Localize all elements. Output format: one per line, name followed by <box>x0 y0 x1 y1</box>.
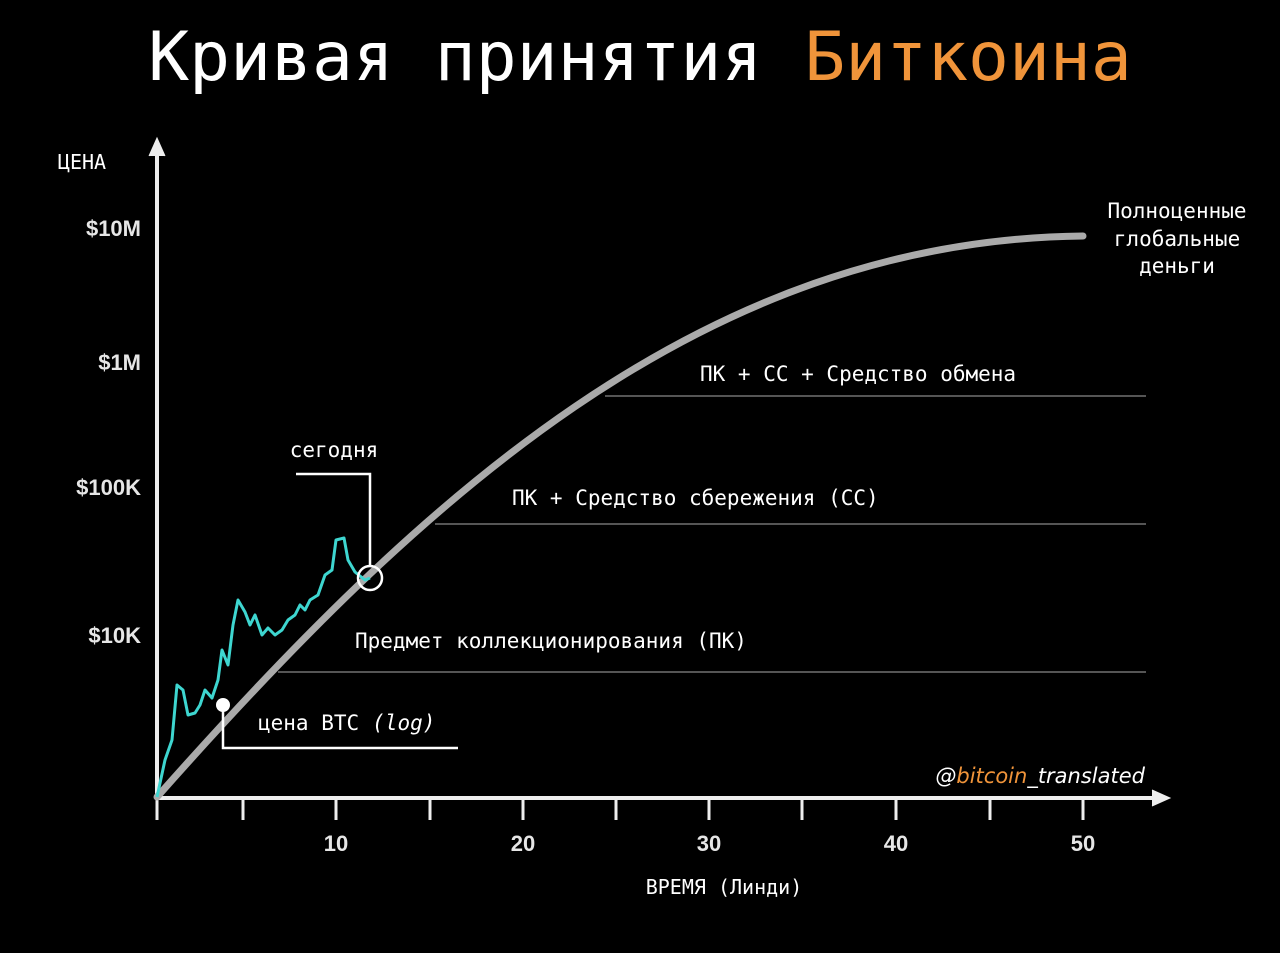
x-arrow <box>1151 789 1172 807</box>
title: Кривая принятия Биткоина <box>148 18 1132 97</box>
watermark-rest: _translated <box>1026 764 1145 789</box>
btc-label: цена BTC (log) <box>258 711 435 735</box>
x-tick-label: 40 <box>884 831 908 856</box>
x-tick-label: 50 <box>1071 831 1095 856</box>
today-label: сегодня <box>290 438 379 462</box>
stage-label: Предмет коллекционирования (ПК) <box>355 629 747 653</box>
btc-leader <box>221 705 458 750</box>
y-arrow <box>148 136 166 157</box>
adoption-curve <box>153 232 1087 801</box>
today-leader <box>296 472 372 566</box>
y-tick-label: $100K <box>76 475 141 500</box>
y-axis-label: ЦЕНА <box>58 150 106 174</box>
stage-label: Полноценные <box>1107 199 1246 223</box>
x-tick-label: 30 <box>697 831 721 856</box>
axes <box>148 136 1172 807</box>
watermark-brand: bitcoin <box>956 764 1027 788</box>
title-main: Кривая принятия <box>148 18 762 97</box>
btc-label-text: цена BTC <box>258 711 359 735</box>
y-tick-label: $10K <box>88 623 141 648</box>
stage-label: деньги <box>1139 254 1215 278</box>
x-tick-marks <box>155 798 1085 820</box>
stage-label: ПК + Средство сбережения (СС) <box>512 486 879 510</box>
x-axis-label: ВРЕМЯ (Линди) <box>646 875 803 899</box>
y-tick-label: $10M <box>86 216 141 241</box>
x-tick-label: 20 <box>511 831 535 856</box>
title-highlight: Биткоина <box>804 18 1132 97</box>
stage-lines <box>278 395 1146 673</box>
y-tick-label: $1M <box>98 350 141 375</box>
btc-label-log: (log) <box>372 711 435 735</box>
watermark: @bitcoin_translated <box>935 764 1145 789</box>
x-tick-label: 10 <box>324 831 348 856</box>
watermark-at: @ <box>935 764 956 788</box>
btc-price-line <box>155 536 371 798</box>
stage-label: ПК + СС + Средство обмена <box>700 362 1016 386</box>
stage-label: глобальные <box>1114 227 1240 251</box>
